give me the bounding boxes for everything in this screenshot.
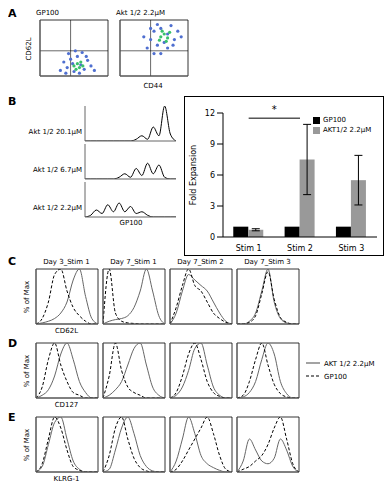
- svg-text:0: 0: [210, 233, 215, 242]
- svg-text:3: 3: [210, 202, 215, 211]
- html-text:KLRG-1: KLRG-1: [53, 475, 80, 483]
- html-text:Akt 1/2 2.2μM: Akt 1/2 2.2μM: [33, 204, 82, 212]
- svg-text:% of Max: % of Max: [23, 281, 31, 313]
- html-text:A: A: [8, 7, 17, 20]
- html-text:Akt 1/2 6.7μM: Akt 1/2 6.7μM: [33, 166, 82, 174]
- svg-text:% of Max: % of Max: [23, 355, 31, 387]
- html-text:E: E: [8, 411, 16, 424]
- html-text:Akt 1/2 20.1μM: Akt 1/2 20.1μM: [28, 128, 82, 136]
- html-text:Day 3_Stim 1: Day 3_Stim 1: [43, 258, 90, 266]
- html-text:CD127: CD127: [54, 401, 79, 409]
- svg-text:9: 9: [210, 140, 215, 149]
- html-text:CD62L: CD62L: [55, 327, 78, 335]
- html-text:AKT1/2 2.2μM: AKT1/2 2.2μM: [323, 126, 372, 134]
- svg-text:Stim 2: Stim 2: [287, 244, 313, 253]
- svg-text:6: 6: [210, 171, 215, 180]
- html-text:B: B: [8, 95, 17, 108]
- html-text:CD44: CD44: [143, 82, 163, 90]
- html-text:GP100: GP100: [36, 9, 59, 17]
- svg-text:CD62L: CD62L: [25, 37, 33, 60]
- html-text:GP100: GP100: [119, 219, 143, 227]
- html-text:Day 7_Stim 3: Day 7_Stim 3: [244, 258, 291, 266]
- svg-text:Stim 3: Stim 3: [338, 244, 364, 253]
- html-text:C: C: [8, 255, 17, 268]
- html-text:D: D: [8, 337, 18, 350]
- html-text:Akt 1/2 2.2μM: Akt 1/2 2.2μM: [116, 9, 165, 17]
- svg-text:*: *: [272, 104, 277, 115]
- svg-text:Stim 1: Stim 1: [236, 244, 262, 253]
- html-text:Day 7_Stim 2: Day 7_Stim 2: [177, 258, 224, 266]
- svg-text:Fold Expansion: Fold Expansion: [189, 145, 198, 205]
- html-text:GP100: GP100: [323, 116, 346, 124]
- html-text:Day 7_Stim 1: Day 7_Stim 1: [110, 258, 157, 266]
- svg-text:AKT 1/2 2.2μM: AKT 1/2 2.2μM: [324, 360, 374, 368]
- svg-text:12: 12: [205, 109, 215, 118]
- svg-text:% of Max: % of Max: [23, 429, 31, 461]
- svg-text:GP100: GP100: [324, 373, 347, 381]
